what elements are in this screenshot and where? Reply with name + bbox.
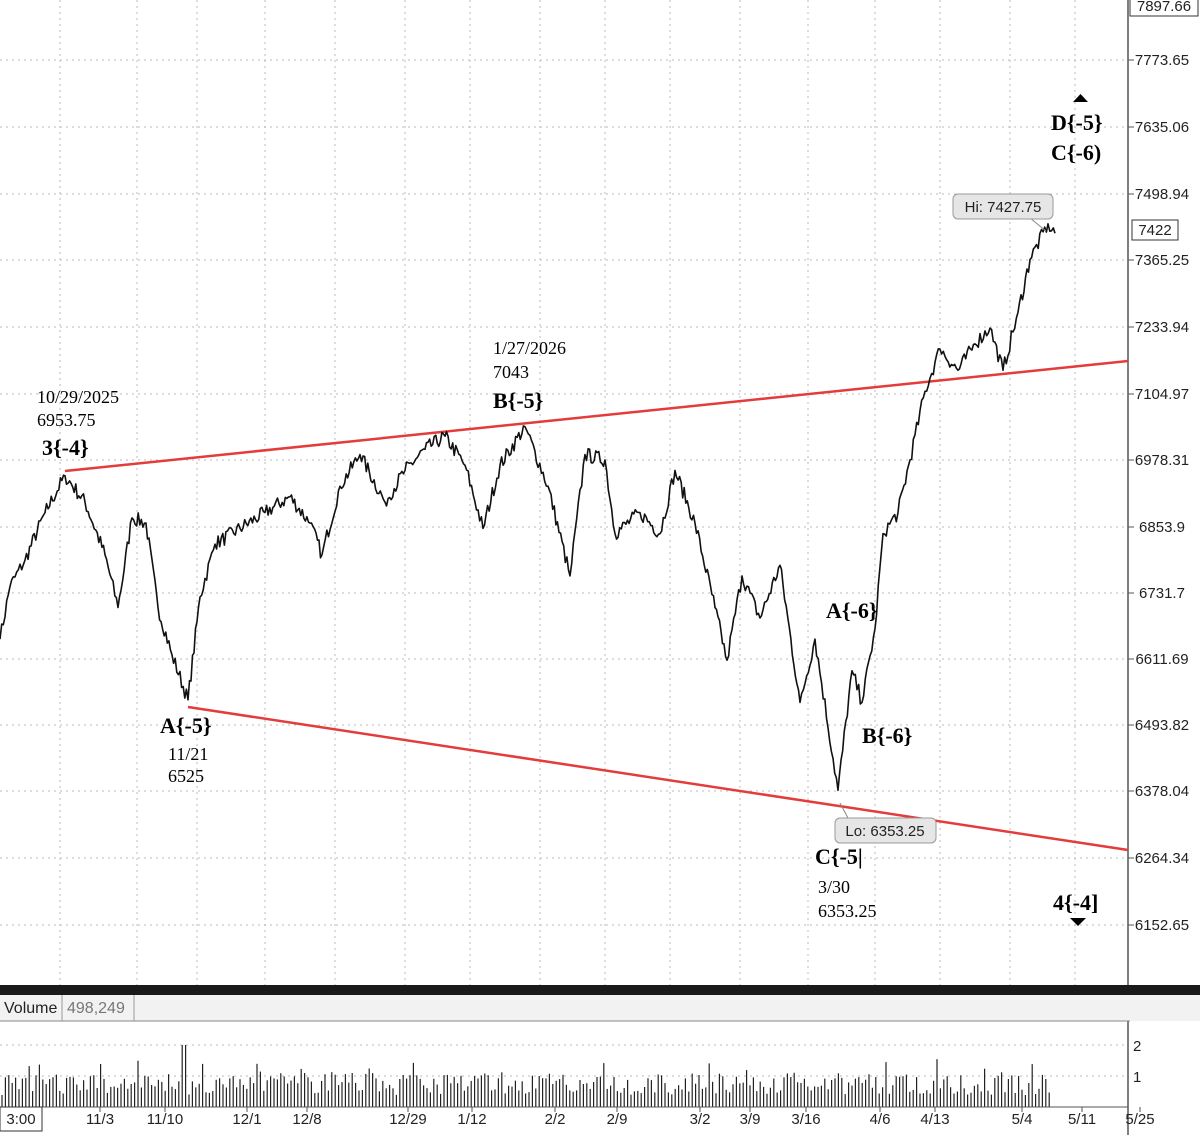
price-tick-label: 7365.25 <box>1135 252 1189 269</box>
wave-annotation: 1/27/2026 <box>493 338 566 358</box>
wave-annotation: A{-5} <box>160 713 212 738</box>
x-tick-label: 5/11 <box>1068 1111 1096 1128</box>
volume-header <box>0 995 1200 1021</box>
lower-trendline <box>187 705 1129 852</box>
wave-annotation: A{-6} <box>826 598 878 623</box>
volume-value: 498,249 <box>67 1000 125 1017</box>
price-tick-label: 7773.65 <box>1135 52 1189 69</box>
wave-annotation: 6353.25 <box>818 901 877 921</box>
wave-annotation: 7043 <box>493 362 529 382</box>
x-tick-label: 1/12 <box>457 1111 486 1128</box>
x-tick-label: 4/6 <box>870 1111 891 1128</box>
x-tick-label: 5/25 <box>1125 1111 1154 1128</box>
x-tick-label: 12/8 <box>292 1111 321 1128</box>
x-tick-label: 3:00 <box>6 1111 35 1128</box>
up-triangle-icon <box>1073 94 1088 102</box>
x-tick-label: 3/16 <box>791 1111 820 1128</box>
x-tick-label: 3/9 <box>740 1111 761 1128</box>
time-box <box>0 1106 43 1132</box>
wave-annotation: D{-5} <box>1051 110 1103 135</box>
price-tick-label: 6978.31 <box>1135 452 1189 469</box>
down-triangle-icon <box>1070 918 1086 926</box>
current-price-box <box>1131 219 1179 241</box>
wave-annotation: 11/21 <box>168 744 208 764</box>
hi-label: Hi: 7427.75 <box>965 199 1042 216</box>
lo-tag <box>834 817 937 844</box>
volume-tick-label: 2 <box>1133 1038 1141 1055</box>
x-tick-label: 3/2 <box>690 1111 711 1128</box>
wave-annotation: B{-6} <box>862 723 912 748</box>
price-series <box>0 223 1056 792</box>
price-tick-label: 6493.82 <box>1135 717 1189 734</box>
wave-annotation: 6953.75 <box>37 410 96 430</box>
wave-annotation: 4{-4] <box>1053 890 1098 915</box>
wave-annotation: 6525 <box>168 766 204 786</box>
top-price-box <box>1129 0 1199 17</box>
wave-annotation: B{-5} <box>493 388 543 413</box>
volume-tick-label: 1 <box>1133 1069 1141 1086</box>
price-tick-label: 6853.9 <box>1139 519 1185 536</box>
x-tick-label: 5/4 <box>1012 1111 1033 1128</box>
x-tick-label: 12/1 <box>232 1111 261 1128</box>
x-tick-label: 4/13 <box>920 1111 949 1128</box>
hi-pointer <box>1029 217 1047 232</box>
price-tick-label: 6264.34 <box>1135 850 1189 867</box>
price-tick-label: 7104.97 <box>1135 386 1189 403</box>
wave-annotation: C{-5| <box>815 844 863 869</box>
wave-annotation: 3/30 <box>818 877 850 897</box>
volume-label: Volume <box>4 1000 57 1017</box>
price-tick-label: 6731.7 <box>1139 585 1185 602</box>
lo-label: Lo: 6353.25 <box>845 823 924 840</box>
x-tick-label: 11/3 <box>86 1111 114 1128</box>
x-tick-label: 2/9 <box>607 1111 628 1128</box>
wave-annotation: C{-6) <box>1051 140 1101 165</box>
price-tick-label: 6611.69 <box>1135 651 1188 668</box>
price-tick-label: 7897.66 <box>1137 0 1191 15</box>
x-tick-label: 2/2 <box>545 1111 566 1128</box>
upper-trendline <box>64 359 1129 473</box>
wave-annotation: 10/29/2025 <box>37 387 119 407</box>
lo-pointer <box>839 802 849 819</box>
x-tick-label: 12/29 <box>389 1111 427 1128</box>
price-tick-label: 7233.94 <box>1135 319 1189 336</box>
pane-divider <box>0 985 1200 995</box>
wave-annotation: 3{-4} <box>42 435 89 460</box>
price-tick-label: 7498.94 <box>1135 186 1189 203</box>
price-tick-label: 6378.04 <box>1135 783 1189 800</box>
price-tick-label: 7635.06 <box>1135 119 1189 136</box>
current-price-label: 7422 <box>1138 222 1171 239</box>
price-tick-label: 6152.65 <box>1135 917 1189 934</box>
hi-tag <box>952 193 1054 220</box>
x-tick-label: 11/10 <box>147 1111 183 1128</box>
